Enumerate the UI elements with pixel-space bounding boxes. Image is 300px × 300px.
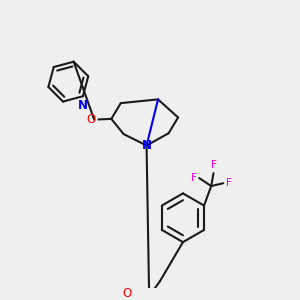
Text: F: F [211,160,216,170]
Text: N: N [78,98,88,112]
Text: F: F [191,173,197,183]
Text: O: O [122,286,132,300]
Text: O: O [86,113,96,126]
Text: F: F [226,178,231,188]
Text: N: N [142,139,152,152]
